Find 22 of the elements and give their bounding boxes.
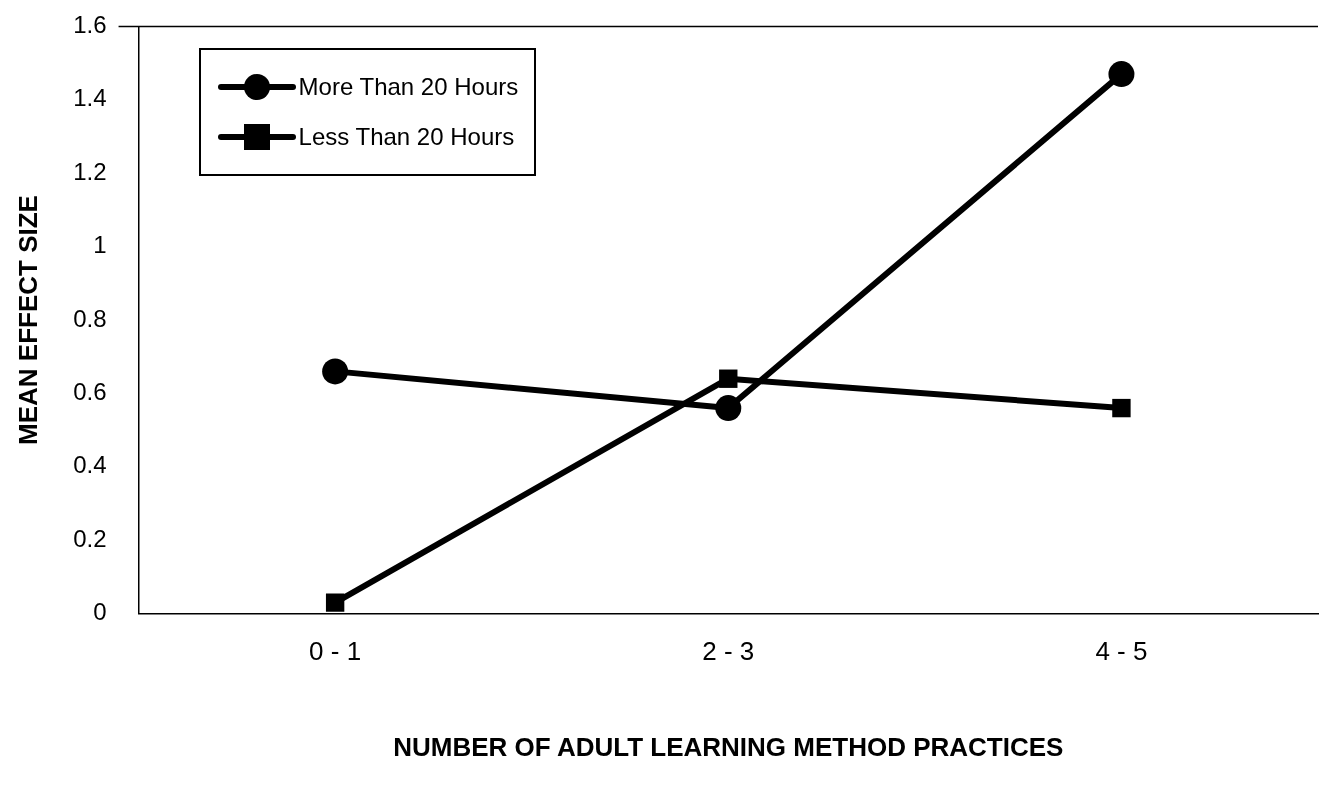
point — [719, 369, 738, 388]
y-tick-label: 0.6 — [73, 378, 107, 406]
y-axis-title: MEAN EFFECT SIZE — [12, 195, 43, 445]
y-tick-label: 0.2 — [73, 524, 107, 552]
y-tick-label: 1.4 — [73, 84, 107, 112]
y-tick-label: 1.2 — [73, 157, 107, 185]
x-tick-label: 0 - 1 — [309, 636, 362, 667]
legend-label: More Than 20 Hours — [298, 73, 519, 102]
y-tick-label: 0.8 — [73, 304, 107, 332]
y-tick-label: 0 — [93, 598, 107, 626]
x-tick-label: 2 - 3 — [702, 636, 755, 667]
point — [715, 395, 742, 422]
y-tick-label: 1 — [93, 231, 107, 259]
x-axis-title: NUMBER OF ADULT LEARNING METHOD PRACTICES — [393, 731, 1064, 762]
point — [325, 593, 345, 612]
legend-label: Less Than 20 Hours — [298, 123, 515, 152]
point — [1112, 398, 1131, 418]
point — [322, 358, 349, 385]
point — [1108, 61, 1135, 88]
y-tick-label: 1.6 — [73, 11, 107, 39]
x-tick-label: 4 - 5 — [1095, 636, 1148, 667]
y-tick-label: 0.4 — [73, 451, 107, 479]
